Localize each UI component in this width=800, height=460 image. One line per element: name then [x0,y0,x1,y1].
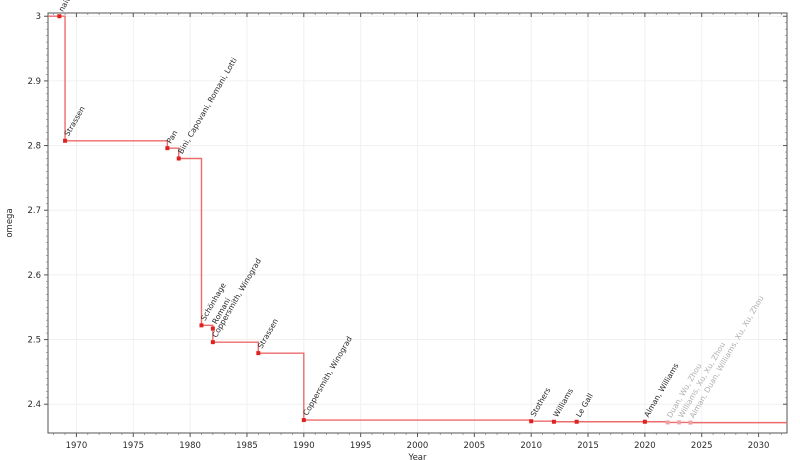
y-tick-label: 2.4 [27,400,41,410]
data-point-marker [199,323,204,328]
data-point-label: Strassen [256,317,280,350]
x-tick-label: 2005 [464,441,486,451]
x-tick-label: 1980 [179,441,201,451]
y-tick-label: 2.6 [27,271,41,281]
x-tick-label: 1990 [293,441,315,451]
data-point-marker [210,340,215,345]
data-point-markers [57,14,693,425]
data-point-marker [63,138,68,143]
x-tick-label: 2015 [577,441,599,451]
data-point-marker [529,419,534,424]
x-tick-label: 1975 [122,441,144,451]
data-point-label: Pan [165,129,180,146]
grid-lines [48,13,787,433]
data-point-label: Stothers [529,386,553,418]
data-point-marker [256,351,261,356]
x-tick-label: 2025 [691,441,713,451]
y-axis-title: omega [5,208,15,237]
data-point-marker [688,420,693,425]
data-point-marker [642,419,647,424]
data-point-marker [57,14,62,19]
x-tick-label: 2020 [634,441,656,451]
data-point-marker [665,420,670,425]
y-tick-label: 3 [36,12,41,22]
x-tick-label: 2030 [748,441,770,451]
data-point-label: Le Gall [574,392,595,419]
x-tick-label: 2000 [407,441,429,451]
y-tick-label: 2.8 [27,142,41,152]
data-point-marker [176,156,181,161]
y-tick-label: 2.9 [27,77,41,87]
x-axis-ticks: 1970 1975 1980 1985 1990 1995 2000 2005 2010 2015… [53,13,782,451]
y-axis-ticks: 2.4 2.5 2.6 2.7 2.8 2.9 3 [27,12,787,410]
x-tick-label: 1985 [236,441,258,451]
x-tick-label: 2010 [520,441,542,451]
data-point-marker [551,419,556,424]
data-point-label: Strassen [62,105,86,138]
data-point-marker [301,418,306,423]
data-point-label: Williams [551,387,575,419]
y-tick-label: 2.7 [27,206,41,216]
data-point-label: Bini, Capovani, Romani, Lotti [176,56,239,155]
y-tick-label: 2.5 [27,336,41,346]
data-point-marker [210,326,215,331]
data-point-marker [574,419,579,424]
data-point-label: naive [57,0,75,13]
data-point-marker [165,146,170,151]
x-axis-title: Year [408,453,428,460]
data-point-label: Alman, Duan, Williams, Xu, Xu, Zhou [688,294,766,420]
x-tick-label: 1995 [350,441,372,451]
data-point-marker [676,420,681,425]
x-tick-label: 1970 [66,441,88,451]
